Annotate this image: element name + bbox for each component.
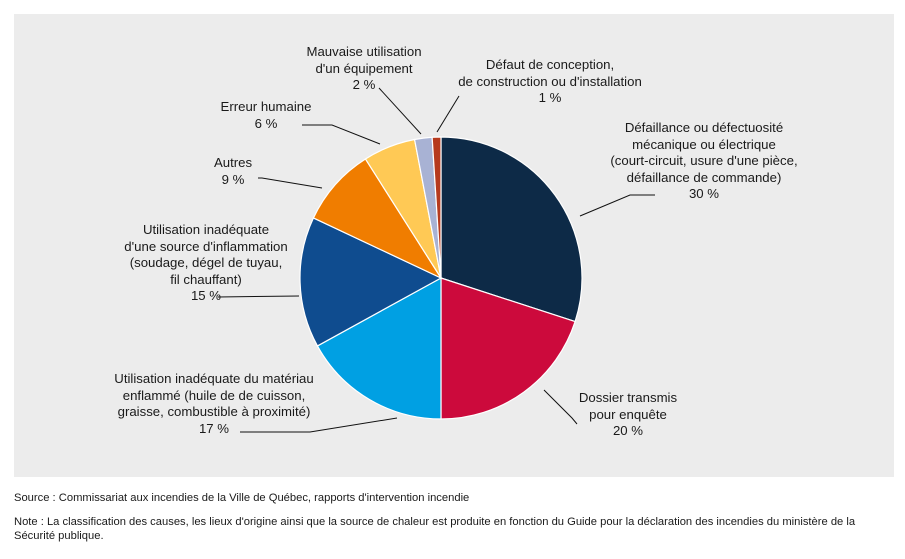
data-label-defaut-percent: 1 % [538, 90, 562, 105]
data-label-source-text: d'une source d'inflammation [124, 238, 288, 254]
data-label-source-text: fil chauffant) [170, 271, 242, 287]
data-label-defaut-text: Défaut de conception, [485, 57, 615, 72]
leader-line-source [217, 295, 300, 298]
data-label-dossier-percent: 20 % [612, 423, 644, 438]
data-label-source: Utilisation inadéquate d'une source d'inf… [96, 222, 316, 305]
leader-line-autres [258, 177, 323, 189]
data-label-materiau-text: enflammé (huile de de cuisson, [122, 387, 306, 403]
data-label-erreur-text: Erreur humaine [220, 99, 312, 114]
pie-slice-materiau [316, 276, 442, 420]
data-label-defaut-text: de construction ou d'installation [458, 73, 642, 89]
leader-line-materiau [240, 417, 398, 433]
data-label-materiau-text: graisse, combustible à proximité) [117, 404, 311, 419]
data-label-source-percent: 15 % [190, 288, 222, 303]
data-label-materiau-text: Utilisation inadéquate du matériau [114, 371, 314, 386]
data-label-mauvaise-text: Mauvaise utilisation [306, 44, 422, 59]
source-note: Source : Commissariat aux incendies de l… [14, 492, 470, 504]
pie-slice-source [299, 217, 443, 347]
pie-slice-dossier [440, 277, 576, 420]
leader-line-dossier [543, 389, 578, 425]
chart-panel: Défaillance ou défectuosité mécanique ou … [14, 14, 894, 477]
data-label-erreur: Erreur humaine 6 % [196, 99, 336, 132]
data-label-mauvaise-percent: 2 % [352, 77, 376, 92]
data-label-mauvaise: Mauvaise utilisation d'un équipement 2 % [284, 44, 444, 94]
pie-slice-defaut [431, 136, 442, 279]
data-label-erreur-percent: 6 % [254, 115, 278, 131]
leader-line-defaut [436, 95, 460, 133]
data-label-dossier-text: pour enquête [589, 406, 667, 422]
pie-slice-autres [312, 158, 443, 280]
data-label-source-text: Utilisation inadéquate [142, 222, 270, 237]
data-label-dossier: Dossier transmis pour enquête 20 % [548, 390, 708, 440]
data-label-materiau-percent: 17 % [198, 420, 230, 436]
data-label-autres: Autres 9 % [190, 155, 276, 188]
leader-line-erreur [302, 124, 381, 145]
data-label-source-text: (soudage, dégel de tuyau, [129, 255, 283, 270]
data-label-materiau: Utilisation inadéquate du matériau enflam… [86, 371, 342, 437]
leader-line-defaillance [579, 194, 655, 217]
data-label-defaillance-text: mécanique ou électrique [632, 136, 776, 152]
pie-chart [217, 87, 655, 433]
classification-note: Note : La classification des causes, les… [14, 516, 856, 542]
data-label-mauvaise-text: d'un équipement [315, 60, 413, 76]
data-label-dossier-text: Dossier transmis [578, 390, 678, 405]
data-label-defaillance-text: défaillance de commande) [626, 169, 782, 185]
data-label-defaillance-text: (court-circuit, usure d'une pièce, [610, 153, 798, 168]
data-label-defaillance-text: Défaillance ou défectuosité [624, 120, 784, 135]
pie-slice-defaillance [440, 136, 583, 323]
data-label-defaillance: Défaillance ou défectuosité mécanique ou … [579, 120, 829, 203]
data-label-defaut: Défaut de conception, de construction ou … [432, 57, 668, 107]
data-label-defaillance-percent: 30 % [688, 186, 720, 201]
leader-line-mauvaise [378, 87, 422, 135]
data-label-autres-percent: 9 % [221, 171, 245, 187]
data-label-autres-text: Autres [213, 155, 253, 170]
